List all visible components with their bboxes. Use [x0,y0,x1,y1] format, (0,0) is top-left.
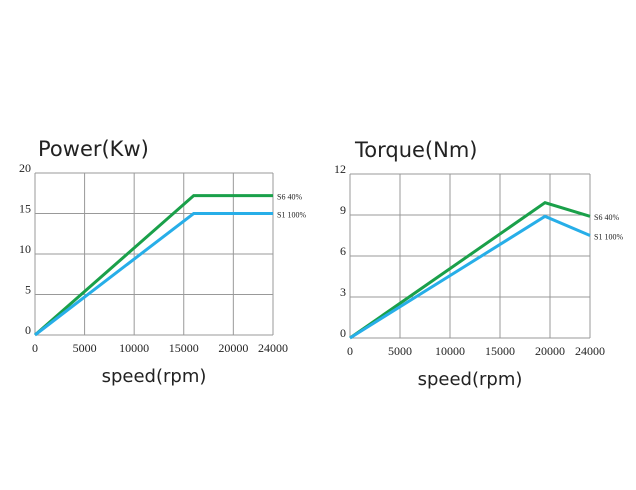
x-tick-label: 20000 [535,344,565,358]
x-tick-label: 5000 [388,344,412,358]
x-tick-label: 20000 [218,341,248,355]
y-tick-label: 20 [19,161,31,175]
series-label: S6 40% [277,193,302,202]
series-line [34,194,273,337]
y-tick-label: 0 [340,326,346,340]
x-tick-label: 0 [347,344,353,358]
series-label: S1 100% [594,232,623,241]
x-tick-label: 15000 [169,341,199,355]
y-tick-label: 6 [340,244,346,258]
series-line [349,214,591,340]
y-tick-label: 9 [340,203,346,217]
x-tick-label: 24000 [575,344,605,358]
x-tick-label: 24000 [258,341,288,355]
x-tick-label: 0 [32,341,38,355]
y-tick-label: 5 [25,282,31,296]
series-line [34,212,273,337]
x-axis-label: speed(rpm) [418,369,523,390]
y-tick-label: 15 [19,201,31,215]
x-tick-label: 10000 [435,344,465,358]
y-tick-label: 10 [19,242,31,256]
y-tick-label: 12 [334,162,346,176]
series-label: S6 40% [594,213,619,222]
y-tick-label: 3 [340,285,346,299]
x-tick-label: 15000 [485,344,515,358]
y-tick-label: 0 [25,323,31,337]
x-tick-label: 5000 [73,341,97,355]
x-axis-label: speed(rpm) [102,366,207,387]
chart-title: Power(Kw) [38,137,149,161]
chart-title: Torque(Nm) [354,138,477,162]
series-line [349,201,591,340]
series-label: S1 100% [277,210,306,219]
x-tick-label: 10000 [119,341,149,355]
